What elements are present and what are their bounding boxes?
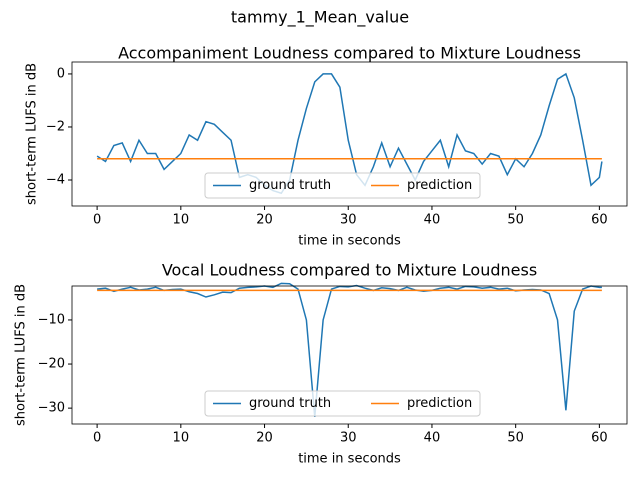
axes-title: Vocal Loudness compared to Mixture Loudn…	[162, 261, 537, 280]
y-tick-label: −20	[38, 357, 65, 372]
x-tick-label: 20	[256, 431, 273, 446]
legend-label: prediction	[407, 396, 472, 411]
y-axis-label: short-term LUFS in dB	[14, 284, 29, 426]
y-tick-label: −2	[46, 119, 65, 134]
legend-label: ground truth	[249, 396, 331, 411]
axes-frame	[71, 285, 628, 425]
x-tick-label: 10	[173, 431, 190, 446]
x-tick-label: 40	[424, 431, 441, 446]
y-axis-label: short-term LUFS in dB	[25, 63, 40, 205]
x-axis-label: time in seconds	[298, 452, 401, 467]
x-tick-label: 40	[424, 213, 441, 228]
data-line	[96, 72, 603, 195]
x-tick-label: 20	[256, 213, 273, 228]
x-tick-label: 0	[93, 431, 101, 446]
legend-label: ground truth	[249, 178, 331, 193]
y-tick-label: −4	[46, 173, 65, 188]
x-tick-label: 50	[507, 213, 524, 228]
y-tick-label: −10	[38, 312, 65, 327]
x-tick-label: 30	[340, 431, 357, 446]
x-tick-label: 0	[93, 213, 101, 228]
legend-box	[204, 390, 481, 417]
x-tick-label: 50	[507, 431, 524, 446]
x-tick-label: 10	[173, 213, 190, 228]
legend-label: prediction	[407, 178, 472, 193]
x-tick-label: 30	[340, 213, 357, 228]
x-axis-label: time in seconds	[298, 234, 401, 249]
x-tick-label: 60	[591, 431, 608, 446]
legend-box	[204, 172, 481, 199]
y-tick-label: 0	[57, 66, 65, 81]
axes-title: Accompaniment Loudness compared to Mixtu…	[118, 44, 581, 63]
figure-title: tammy_1_Mean_value	[231, 8, 409, 28]
axes-frame	[71, 61, 628, 207]
y-tick-label: −30	[38, 401, 65, 416]
x-tick-label: 60	[591, 213, 608, 228]
